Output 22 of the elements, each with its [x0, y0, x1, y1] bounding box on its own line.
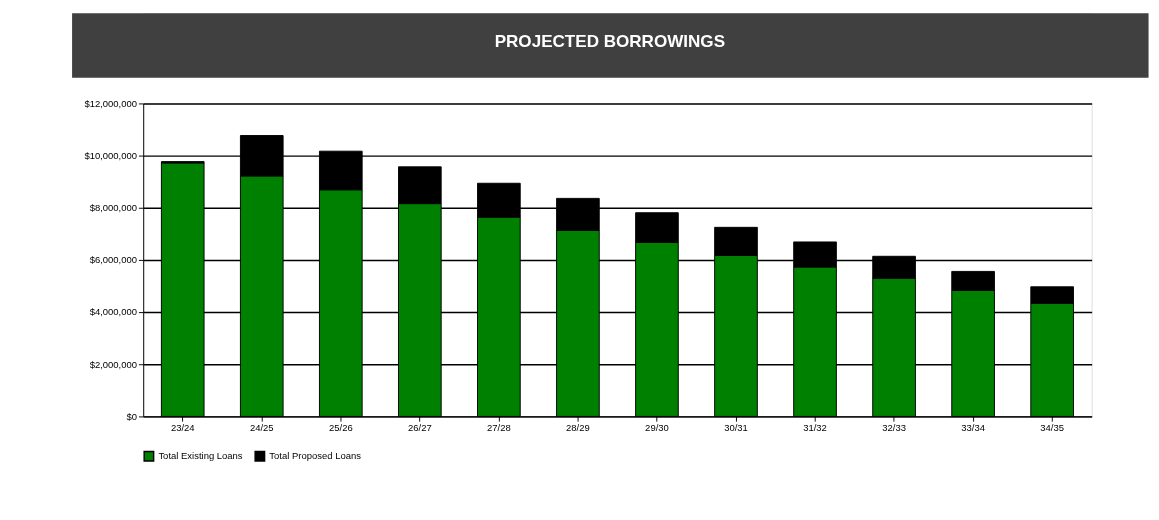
x-tick-label: 24/25	[249, 422, 274, 434]
x-tick-label: 23/24	[170, 422, 195, 434]
x-tick-label: 32/33	[882, 422, 906, 434]
legend-label: Total Existing Loans	[158, 450, 243, 462]
x-tick-label: 26/27	[407, 422, 432, 434]
x-tick-label: 34/35	[1040, 422, 1064, 434]
y-tick-label: $10,000,000	[84, 149, 138, 161]
y-tick-label: $6,000,000	[89, 254, 138, 266]
x-tick-label: 28/29	[566, 422, 590, 434]
y-tick-label: $12,000,000	[84, 97, 138, 109]
y-tick-label: $8,000,000	[89, 202, 138, 214]
x-tick-label: 29/30	[645, 422, 669, 434]
y-tick-label: $2,000,000	[89, 358, 138, 370]
x-tick-label: 31/32	[803, 422, 827, 434]
x-tick-label: 30/31	[724, 422, 748, 434]
y-tick-label: $0	[126, 410, 138, 422]
chart-title: PROJECTED BORROWINGS	[494, 31, 726, 51]
legend-label: Total Proposed Loans	[269, 450, 362, 462]
x-tick-label: 27/28	[487, 422, 511, 434]
x-tick-label: 25/26	[328, 422, 353, 434]
y-tick-label: $4,000,000	[89, 306, 138, 318]
x-tick-label: 33/34	[961, 422, 985, 434]
